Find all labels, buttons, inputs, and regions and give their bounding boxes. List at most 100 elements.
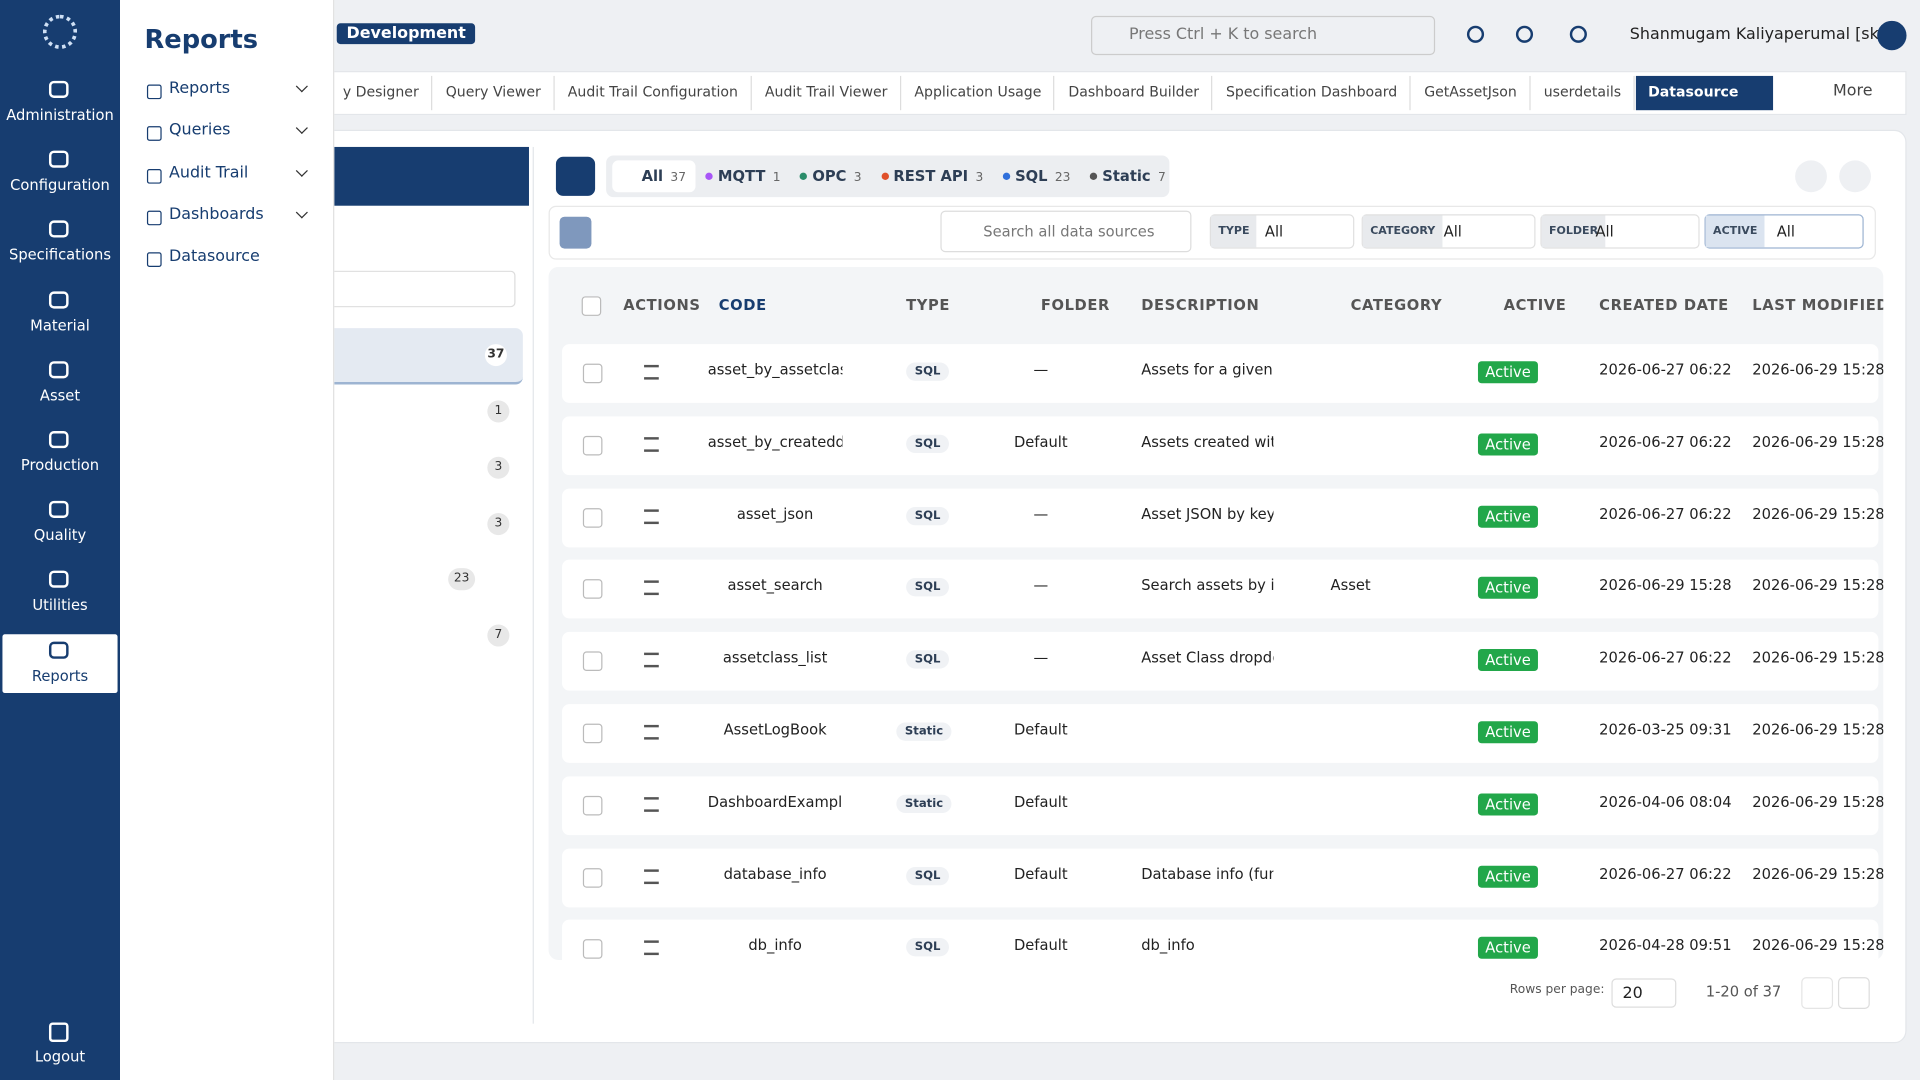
- sidebar-item[interactable]: Utilities: [32, 596, 88, 614]
- flyout-item[interactable]: Audit Trail: [168, 163, 249, 182]
- sidebar-item[interactable]: Quality: [33, 526, 87, 544]
- column-header[interactable]: ACTIONS: [623, 296, 701, 314]
- source-search-text: Search all data sources: [983, 222, 1155, 241]
- sidebar-item[interactable]: Asset: [39, 386, 81, 404]
- filter[interactable]: TYPE All: [1209, 214, 1355, 249]
- table-row[interactable]: asset_by_createdda SQL Default Assets creat…: [562, 416, 1883, 475]
- row-menu[interactable]: [644, 580, 659, 596]
- category: Asset: [1330, 577, 1371, 595]
- flyout-item[interactable]: Reports: [168, 79, 231, 98]
- chip[interactable]: REST API 3: [876, 160, 993, 192]
- row-checkbox[interactable]: [582, 363, 603, 384]
- status-badge: Active: [1477, 577, 1539, 600]
- row-checkbox[interactable]: [582, 507, 603, 528]
- tab-active[interactable]: Datasource: [1635, 75, 1773, 111]
- code: asset_by_assetclas: [707, 361, 843, 379]
- row-checkbox[interactable]: [582, 579, 603, 600]
- prev-btn[interactable]: [1801, 977, 1834, 1009]
- sidebar-item[interactable]: Configuration: [10, 176, 110, 194]
- tab[interactable]: Application Usage: [902, 75, 1055, 111]
- table-row[interactable]: AssetLogBook Static Default Active 2026-03-2…: [562, 704, 1883, 763]
- avatar[interactable]: [1877, 20, 1907, 51]
- sidebar-item[interactable]: Specifications: [8, 246, 111, 264]
- row-checkbox[interactable]: [582, 651, 603, 672]
- row-checkbox[interactable]: [582, 435, 603, 456]
- header-icon[interactable]: [1466, 25, 1485, 43]
- chip[interactable]: MQTT 1: [701, 160, 791, 192]
- tab[interactable]: y Designer: [331, 75, 433, 111]
- add-btn[interactable]: [559, 216, 592, 249]
- header-icon[interactable]: [1515, 25, 1534, 43]
- header-icon[interactable]: [1569, 25, 1587, 43]
- sidebar-item[interactable]: Reports: [31, 666, 89, 684]
- column-header[interactable]: ACTIVE: [1503, 296, 1567, 314]
- sidebar-item[interactable]: Production: [20, 456, 100, 474]
- tab[interactable]: Audit Trail Configuration: [556, 75, 752, 111]
- row-checkbox[interactable]: [582, 795, 603, 816]
- row-menu[interactable]: [644, 724, 659, 740]
- column-header[interactable]: DESCRIPTION: [1141, 296, 1260, 314]
- date: 2026-06-29 15:28: [1599, 577, 1732, 595]
- row-menu[interactable]: [644, 652, 659, 668]
- tab[interactable]: userdetails: [1532, 75, 1635, 111]
- row-checkbox[interactable]: [582, 723, 603, 744]
- column-header[interactable]: CATEGORY: [1350, 296, 1443, 314]
- row-checkbox[interactable]: [582, 939, 603, 960]
- header-checkbox[interactable]: [581, 296, 602, 316]
- chip-active[interactable]: All 37: [612, 160, 696, 193]
- table-row[interactable]: DashboardExample Static Default Active 2026-…: [562, 776, 1883, 835]
- date: 2026-06-29 15:28: [1752, 793, 1884, 811]
- chip[interactable]: Static 7: [1085, 160, 1175, 192]
- sidebar-item[interactable]: Administration: [6, 106, 114, 124]
- sidebar-item[interactable]: Material: [30, 316, 90, 334]
- page-size[interactable]: 20: [1611, 978, 1677, 1008]
- rows-label: Rows per page:: [1509, 983, 1605, 997]
- row-menu[interactable]: [644, 868, 659, 884]
- date: 2026-06-29 15:28: [1752, 433, 1884, 451]
- row-menu[interactable]: [644, 436, 659, 452]
- flyout-item[interactable]: Queries: [168, 121, 231, 140]
- logout[interactable]: Logout: [34, 1048, 86, 1066]
- filter[interactable]: FOLDER All: [1540, 214, 1700, 249]
- column-header[interactable]: CREATED DATE: [1599, 296, 1729, 314]
- table-row[interactable]: asset_search SQL — Search assets by id Asset…: [562, 560, 1883, 619]
- chip[interactable]: SQL 23: [998, 160, 1080, 192]
- column-header[interactable]: CODE: [718, 296, 767, 314]
- description: db_info: [1141, 937, 1195, 955]
- chip-count: 3: [975, 171, 984, 185]
- column-header[interactable]: LAST MODIFIED: [1752, 296, 1884, 314]
- user-name[interactable]: Shanmugam Kaliyaperumal [sk]: [1629, 25, 1886, 45]
- panel-toggle[interactable]: [555, 156, 596, 196]
- tab[interactable]: Audit Trail Viewer: [753, 75, 901, 111]
- chip[interactable]: OPC 3: [795, 160, 871, 192]
- row-checkbox[interactable]: [582, 867, 603, 888]
- row-menu[interactable]: [644, 508, 659, 524]
- more[interactable]: More: [1833, 82, 1873, 101]
- filter[interactable]: CATEGORY All: [1361, 214, 1536, 249]
- tab[interactable]: Dashboard Builder: [1056, 75, 1213, 111]
- column-header[interactable]: FOLDER: [1040, 296, 1110, 314]
- next-btn[interactable]: [1837, 977, 1870, 1009]
- flyout-item[interactable]: Dashboards: [168, 205, 264, 224]
- table-row[interactable]: asset_json SQL — Asset JSON by key (Active 2…: [562, 488, 1883, 547]
- chip-label: Static: [1102, 167, 1151, 185]
- table-row[interactable]: db_info SQL Default db_info Active 2026-04-28…: [562, 920, 1883, 961]
- row-menu[interactable]: [644, 940, 659, 956]
- table-row[interactable]: assetclass_list SQL — Asset Class dropdow Ac…: [562, 632, 1883, 691]
- description: Asset Class dropdow: [1141, 649, 1273, 667]
- flyout-item[interactable]: Datasource: [168, 247, 260, 266]
- global-search[interactable]: Press Ctrl + K to search: [1091, 15, 1436, 56]
- table-row[interactable]: database_info SQL Default Database info (fu…: [562, 848, 1883, 907]
- collapse-btn[interactable]: [1839, 160, 1872, 193]
- filter[interactable]: ACTIVE All: [1704, 214, 1864, 249]
- tab[interactable]: Specification Dashboard: [1214, 75, 1411, 111]
- row-menu[interactable]: [644, 796, 659, 812]
- table-row[interactable]: asset_by_assetclas SQL — Assets for a given…: [562, 344, 1883, 403]
- row-menu[interactable]: [644, 364, 659, 380]
- search-btn[interactable]: [1795, 160, 1827, 193]
- folder: Default: [1013, 865, 1068, 883]
- tab[interactable]: GetAssetJson: [1412, 75, 1531, 111]
- tab[interactable]: Query Viewer: [433, 75, 555, 111]
- column-header[interactable]: TYPE: [906, 296, 951, 314]
- source-search[interactable]: Search all data sources: [940, 210, 1192, 253]
